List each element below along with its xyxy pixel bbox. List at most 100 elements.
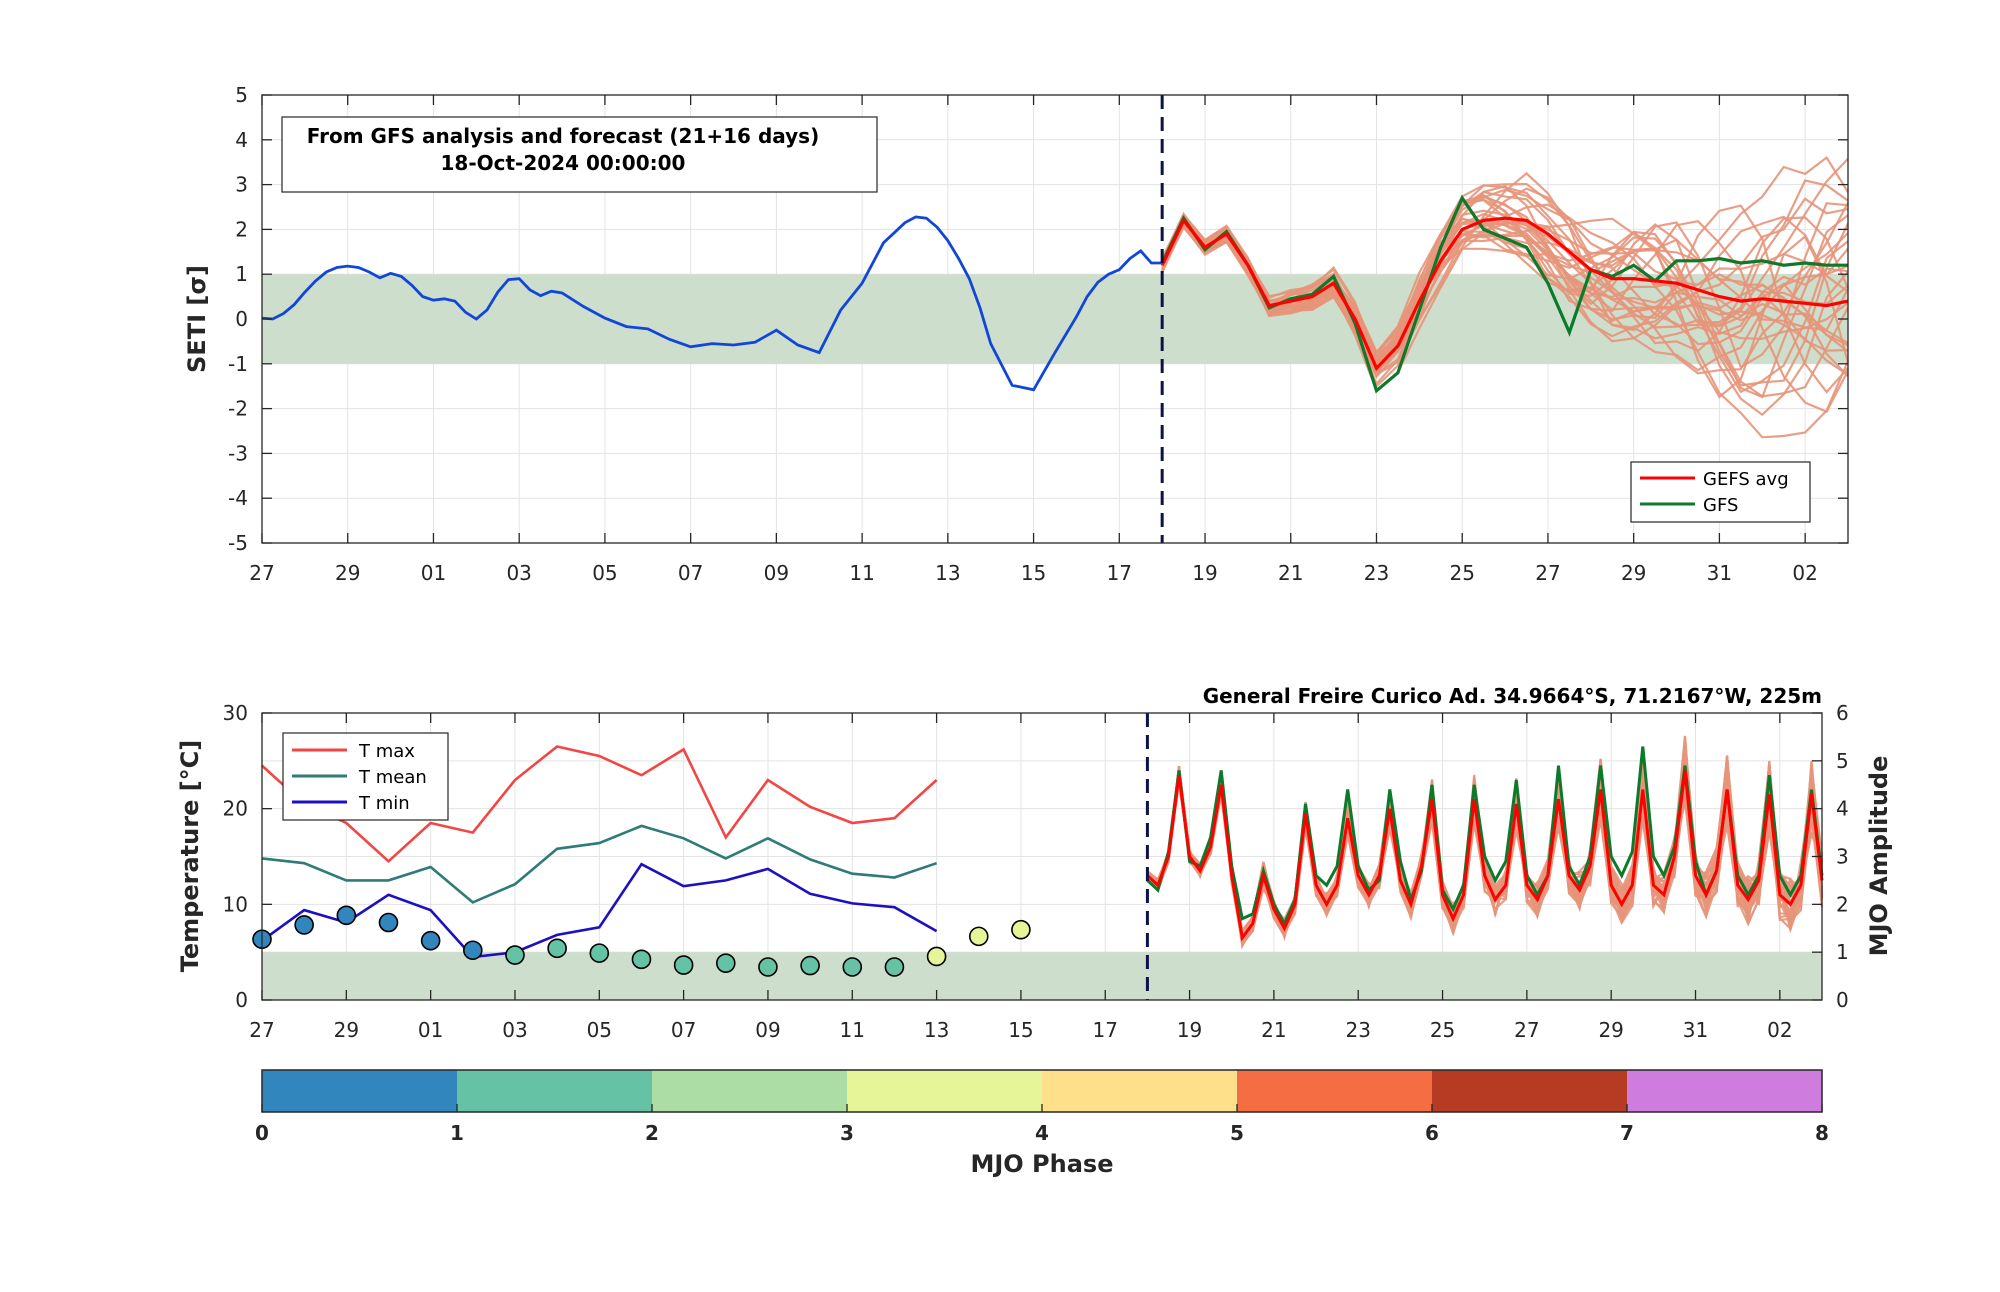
temperature-x-tick-label: 03 xyxy=(502,1018,527,1042)
mjo-amplitude-tick-label: 4 xyxy=(1836,797,1849,821)
seti-legend-frame xyxy=(1630,461,1811,523)
note-line-2: 18-Oct-2024 00:00:00 xyxy=(441,151,686,175)
mjo-marker xyxy=(968,926,989,947)
temperature-x-tick-label: 19 xyxy=(1177,1018,1202,1042)
seti-x-tick-label: 31 xyxy=(1707,561,1732,585)
seti-series xyxy=(261,194,1849,394)
colorbar-cell-phase-4 xyxy=(1042,1070,1238,1112)
seti-y-tick-label: 0 xyxy=(235,307,248,331)
colorbar-cell-phase-0 xyxy=(262,1070,458,1112)
seti-x-tick-label: 11 xyxy=(849,561,874,585)
temperature-y-ticks: 0 10 20 30 xyxy=(223,701,272,1012)
mjo-marker xyxy=(589,943,610,963)
temperature-x-tick-label: 15 xyxy=(1008,1018,1033,1042)
temperature-legend: T max T mean T min xyxy=(282,732,449,821)
seti-x-tick-label: 05 xyxy=(592,561,617,585)
seti-x-tick-label: 07 xyxy=(678,561,703,585)
mjo-marker xyxy=(547,938,567,959)
mjo-marker xyxy=(884,957,905,977)
mjo-marker xyxy=(420,930,441,951)
mjo-marker xyxy=(336,905,357,926)
temperature-x-tick-label: 05 xyxy=(587,1018,612,1042)
colorbar-tick-label: 2 xyxy=(645,1121,659,1145)
temperature-x-tick-label: 21 xyxy=(1261,1018,1286,1042)
mjo-amplitude-tick-label: 5 xyxy=(1836,749,1849,773)
legend-label-t-max: T max xyxy=(358,741,415,762)
temperature-y-tick-label: 20 xyxy=(223,797,248,821)
temperature-y-axis-label: Temperature [°C] xyxy=(176,740,204,973)
seti-x-tick-label: 15 xyxy=(1021,561,1046,585)
temperature-x-tick-label: 17 xyxy=(1093,1018,1118,1042)
colorbar-cell-phase-3 xyxy=(847,1070,1043,1112)
seti-x-tick-label: 23 xyxy=(1364,561,1389,585)
mjo-marker xyxy=(463,940,483,961)
mjo-marker xyxy=(842,957,863,977)
seti-gefs-avg-line xyxy=(1160,216,1849,372)
seti-x-tick-label: 01 xyxy=(421,561,446,585)
seti-y-tick-label: -1 xyxy=(228,352,248,376)
temperature-t-max-line xyxy=(261,745,938,864)
legend-label-t-mean: T mean xyxy=(358,767,427,788)
temperature-y-tick-label: 30 xyxy=(223,701,248,725)
mjo-amplitude-tick-label: 1 xyxy=(1836,940,1849,964)
temperature-x-ticks: 27 29 01 03 05 07 09 11 13 15 17 19 21 23 25 27 29 31 02 xyxy=(249,713,1793,1042)
colorbar-tick-label: 8 xyxy=(1815,1121,1829,1145)
colorbar-cell-phase-6 xyxy=(1432,1070,1628,1112)
mjo-marker xyxy=(505,945,525,965)
mjo-marker xyxy=(378,912,399,933)
seti-y-tick-label: 1 xyxy=(235,262,248,286)
temperature-x-tick-label: 01 xyxy=(418,1018,443,1042)
mjo-amplitude-tick-label: 3 xyxy=(1836,845,1849,869)
colorbar-cell-phase-1 xyxy=(457,1070,653,1112)
mjo-marker xyxy=(294,915,314,935)
mjo-amplitude-axis-label: MJO Amplitude xyxy=(1865,756,1893,957)
seti-analysis-line xyxy=(261,215,1163,392)
mjo-marker xyxy=(758,957,778,977)
mjo-marker xyxy=(926,946,947,967)
temperature-y-tick-label: 0 xyxy=(235,988,248,1012)
seti-y-tick-label: 4 xyxy=(235,128,248,152)
note-line-1: From GFS analysis and forecast (21+16 da… xyxy=(307,124,819,148)
temperature-x-tick-label: 29 xyxy=(334,1018,359,1042)
mjo-amplitude-tick-label: 2 xyxy=(1836,892,1849,916)
seti-x-tick-label: 25 xyxy=(1449,561,1474,585)
seti-x-tick-label: 13 xyxy=(935,561,960,585)
seti-y-tick-label: -4 xyxy=(228,486,248,510)
seti-x-tick-label: 02 xyxy=(1792,561,1817,585)
temperature-x-tick-label: 07 xyxy=(671,1018,696,1042)
legend-label-gefs-avg: GEFS avg xyxy=(1703,469,1789,490)
seti-y-tick-label: -2 xyxy=(228,397,248,421)
temperature-x-tick-label: 27 xyxy=(249,1018,274,1042)
temperature-x-tick-label: 31 xyxy=(1683,1018,1708,1042)
seti-ensemble-line xyxy=(1161,171,1849,394)
seti-x-tick-label: 17 xyxy=(1107,561,1132,585)
seti-y-axis-label: SETI [σ] xyxy=(183,265,211,373)
colorbar-tick-label: 6 xyxy=(1425,1121,1439,1145)
colorbar-tick-label: 7 xyxy=(1620,1121,1634,1145)
mjo-amplitude-ticks: 0 1 2 3 4 5 6 xyxy=(1812,701,1849,1012)
seti-legend: GEFS avg GFS xyxy=(1630,461,1811,523)
seti-x-tick-label: 19 xyxy=(1192,561,1217,585)
station-title: General Freire Curico Ad. 34.9664°S, 71.… xyxy=(1203,684,1822,708)
seti-y-tick-label: -3 xyxy=(228,441,248,465)
colorbar-tick-label: 4 xyxy=(1035,1121,1049,1145)
temperature-x-tick-label: 25 xyxy=(1430,1018,1455,1042)
colorbar-tick-label: 5 xyxy=(1230,1121,1244,1145)
temperature-x-tick-label: 23 xyxy=(1345,1018,1370,1042)
seti-x-tick-label: 27 xyxy=(249,561,274,585)
temperature-x-tick-label: 29 xyxy=(1598,1018,1623,1042)
legend-label-gfs: GFS xyxy=(1703,495,1738,516)
colorbar-ticks: 0 1 2 3 4 5 6 7 8 xyxy=(255,1104,1829,1145)
colorbar-cell-phase-2 xyxy=(652,1070,848,1112)
temperature-x-tick-label: 13 xyxy=(924,1018,949,1042)
legend-label-t-min: T min xyxy=(358,793,410,814)
seti-x-tick-label: 21 xyxy=(1278,561,1303,585)
seti-x-tick-label: 27 xyxy=(1535,561,1560,585)
colorbar-label: MJO Phase xyxy=(970,1150,1113,1178)
colorbar-tick-label: 3 xyxy=(840,1121,854,1145)
seti-ensemble-line xyxy=(1161,187,1850,376)
temperature-series xyxy=(261,745,1824,959)
